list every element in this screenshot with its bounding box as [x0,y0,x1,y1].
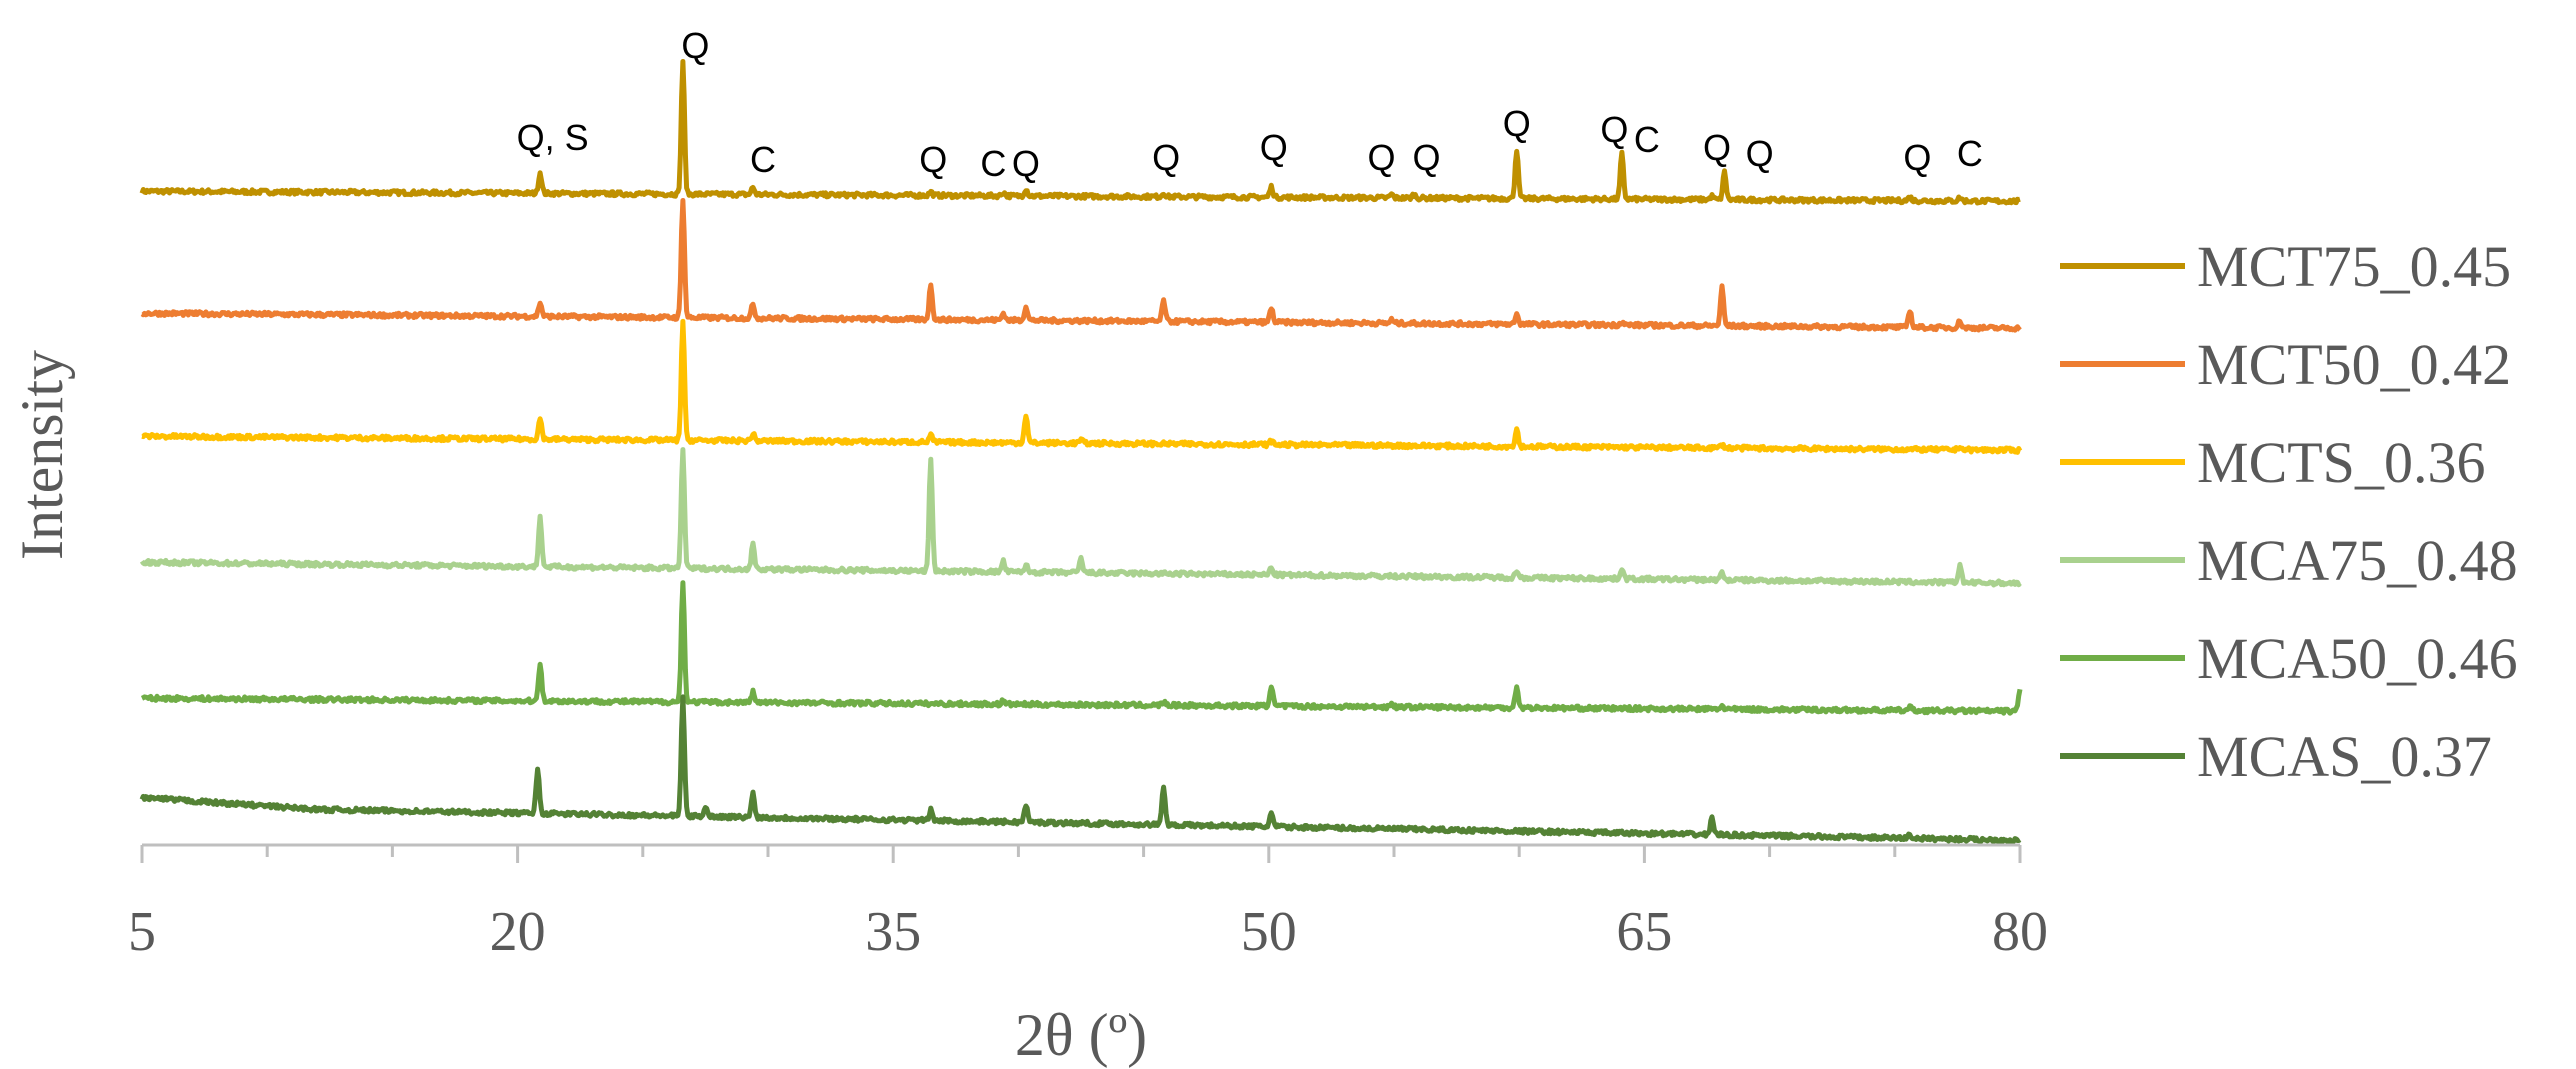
series-layer [139,59,2023,845]
legend-label: MCA50_0.46 [2197,626,2518,691]
series-line-mcas-0-37 [139,694,2022,845]
peak-label: Q, S [517,117,589,158]
peak-label: C [980,143,1006,184]
series-line-mct75-0-45 [139,59,2022,206]
peak-label: Q [1600,109,1628,150]
peak-label: Q [919,139,947,180]
legend-label: MCTS_0.36 [2197,430,2485,495]
legend-label: MCAS_0.37 [2197,724,2492,789]
series-line-mca50-0-46 [140,580,2023,716]
legend-label: MCT50_0.42 [2197,332,2511,397]
x-tick-label: 80 [1992,901,2048,963]
legend-label: MCA75_0.48 [2197,528,2518,593]
series-line-mcts-0-36 [140,318,2023,455]
peak-annotations: Q, SQC Q C Q Q Q Q QQ Q C Q Q Q C [517,25,1983,184]
x-tick-label: 35 [865,901,921,963]
x-tick-label: 50 [1241,901,1297,963]
peak-label: Q [1152,137,1180,178]
legend: MCT75_0.45 MCT50_0.42 MCTS_0.36 MCA75_0.48 M… [2060,234,2518,789]
x-axis [140,843,2022,863]
x-tick-label: 65 [1616,901,1672,963]
x-tick-labels: 5 20 35 50 65 80 [128,901,2048,963]
peak-label: C [750,139,776,180]
x-tick-label: 5 [128,901,156,963]
legend-label: MCT75_0.45 [2197,234,2511,299]
y-axis-title: Intensity [9,350,75,560]
series-line-mct50-0-42 [140,198,2022,333]
peak-label: Q [1260,127,1288,168]
peak-label: Q [1367,137,1395,178]
peak-label: C [1957,133,1983,174]
peak-label: Q [681,25,709,66]
peak-label: Q [1413,137,1441,178]
x-axis-title: 2θ (º) [1015,1002,1147,1068]
x-tick-label: 20 [490,901,546,963]
peak-label: Q [1903,137,1931,178]
series-line-mca75-0-48 [139,447,2022,588]
peak-label: Q [1503,103,1531,144]
peak-label: Q [1012,143,1040,184]
peak-label: Q [1703,127,1731,168]
peak-label: C [1634,119,1660,160]
peak-label: Q [1746,133,1774,174]
